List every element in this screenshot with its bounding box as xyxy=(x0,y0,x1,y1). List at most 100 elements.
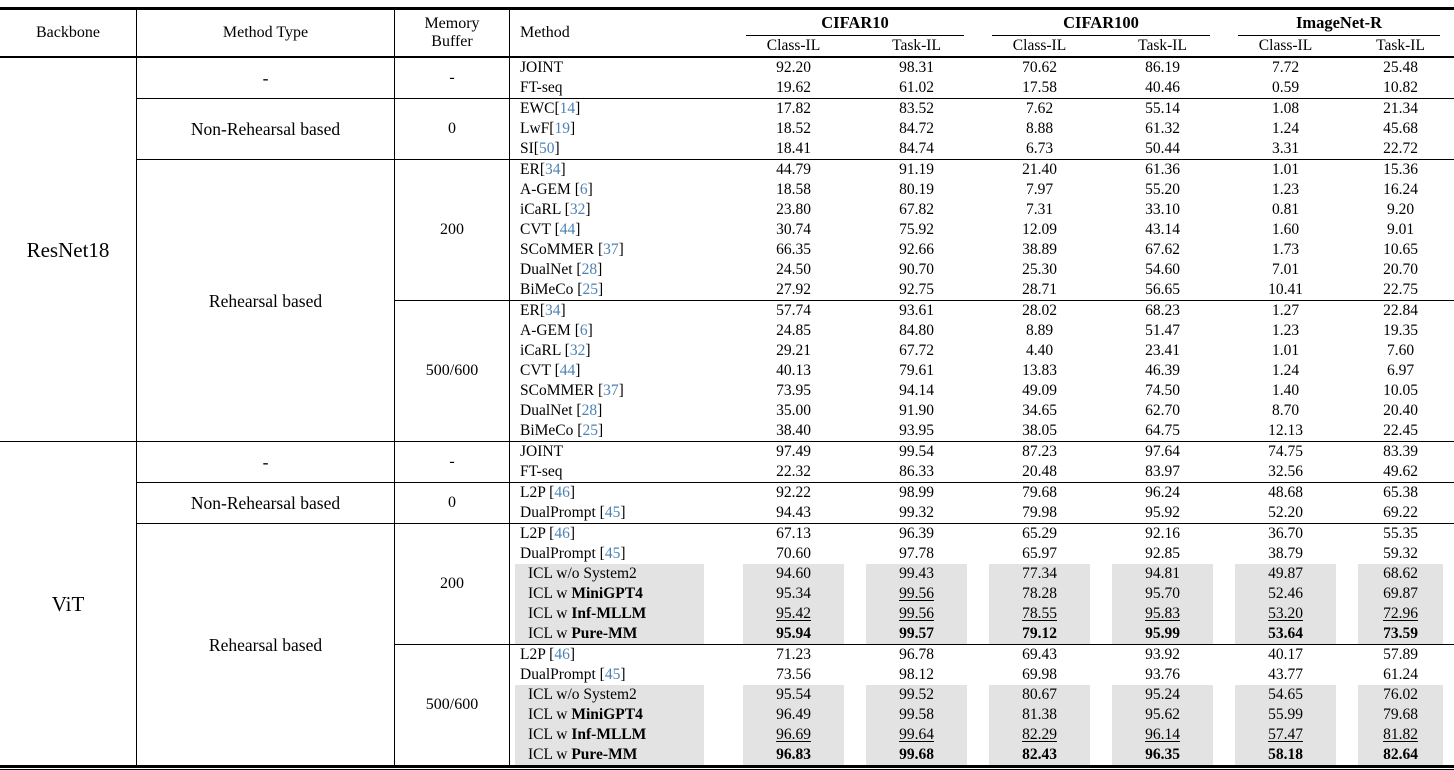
citation-link[interactable]: 34 xyxy=(544,302,561,319)
citation-link[interactable]: 44 xyxy=(559,362,576,379)
score-cell: 33.10 xyxy=(1101,200,1224,220)
citation-link[interactable]: 28 xyxy=(581,402,598,419)
citation-link[interactable]: 46 xyxy=(554,484,570,501)
method-cell: BiMeCo [25] xyxy=(510,280,732,300)
score-cell: 50.44 xyxy=(1101,139,1224,159)
score-value: 95.83 xyxy=(1145,605,1180,622)
score-cell: 77.34 xyxy=(978,564,1101,584)
score-value: 80.19 xyxy=(899,181,934,198)
score-value: 13.83 xyxy=(1022,362,1057,379)
table-row: A-GEM [6] 18.58 80.19 7.97 55.20 1.23 16.24 xyxy=(0,180,1454,200)
table-row: BiMeCo [25] 27.92 92.75 28.71 56.65 10.41 22.7… xyxy=(0,280,1454,300)
score-cell: 70.60 xyxy=(732,544,855,564)
citation-link[interactable]: 46 xyxy=(554,525,570,542)
citation-link[interactable]: 6 xyxy=(579,181,588,198)
score-value: 21.34 xyxy=(1383,100,1418,117)
citation-link[interactable]: 32 xyxy=(569,201,586,218)
score-cell: 96.78 xyxy=(855,644,978,665)
score-value: 65.38 xyxy=(1383,484,1418,501)
score-value: 10.82 xyxy=(1383,79,1418,96)
score-cell: 67.13 xyxy=(732,523,855,544)
score-cell: 83.52 xyxy=(855,98,978,119)
score-value: 8.88 xyxy=(1025,120,1054,137)
citation-link[interactable]: 37 xyxy=(603,382,619,399)
score-value: 16.24 xyxy=(1383,181,1418,198)
score-cell: 8.70 xyxy=(1224,401,1347,421)
citation-link[interactable]: 45 xyxy=(604,504,621,521)
score-cell: 1.60 xyxy=(1224,220,1347,240)
score-cell: 24.85 xyxy=(732,321,855,341)
score-value: 43.77 xyxy=(1268,666,1303,683)
table-row: A-GEM [6] 24.85 84.80 8.89 51.47 1.23 19.35 xyxy=(0,321,1454,341)
score-value: 99.52 xyxy=(899,686,934,703)
score-value: 51.47 xyxy=(1145,322,1180,339)
memory-buffer-cell: 200 xyxy=(395,159,510,300)
citation-link[interactable]: 45 xyxy=(604,545,621,562)
citation-link[interactable]: 34 xyxy=(544,161,561,178)
table-row: DualPrompt [45] 70.60 97.78 65.97 92.85 38.79… xyxy=(0,544,1454,564)
table-row: Rehearsal based 200 ER[34] 44.79 91.19 21.40 6… xyxy=(0,159,1454,441)
method-label: JOINT xyxy=(520,443,564,460)
citation-link[interactable]: 45 xyxy=(604,666,621,683)
table-header: Backbone Method Type Memory Buffer Metho… xyxy=(0,10,1454,58)
score-cell: 23.41 xyxy=(1101,341,1224,361)
method-label: L2P [46] xyxy=(520,525,575,542)
score-value: 34.65 xyxy=(1022,402,1057,419)
backbone-cell: ResNet18 xyxy=(0,58,137,441)
citation-link[interactable]: 19 xyxy=(554,120,570,137)
citation-link[interactable]: 37 xyxy=(603,241,619,258)
score-value: 70.60 xyxy=(776,545,811,562)
method-label: ER[34] xyxy=(520,302,566,319)
method-cell: FT-seq xyxy=(510,78,732,98)
score-cell: 92.85 xyxy=(1101,544,1224,564)
score-cell: 1.08 xyxy=(1224,98,1347,119)
score-value: 67.13 xyxy=(776,525,811,542)
score-cell: 18.52 xyxy=(732,119,855,139)
citation-link[interactable]: 44 xyxy=(559,221,576,238)
score-cell: 9.20 xyxy=(1347,200,1454,220)
score-cell: 30.74 xyxy=(732,220,855,240)
score-cell: 79.68 xyxy=(1347,705,1454,725)
score-cell: 27.92 xyxy=(732,280,855,300)
score-cell: 96.14 xyxy=(1101,725,1224,745)
score-cell: 34.65 xyxy=(978,401,1101,421)
score-value: 38.40 xyxy=(776,422,811,439)
score-cell: 84.72 xyxy=(855,119,978,139)
citation-link[interactable]: 46 xyxy=(554,646,570,663)
score-cell: 67.72 xyxy=(855,341,978,361)
score-value: 40.13 xyxy=(776,362,811,379)
score-cell: 49.87 xyxy=(1224,564,1347,584)
citation-link[interactable]: 28 xyxy=(581,261,598,278)
citation-link[interactable]: 6 xyxy=(579,322,588,339)
citation-link[interactable]: 25 xyxy=(582,281,598,298)
score-cell: 57.89 xyxy=(1347,644,1454,665)
score-cell: 43.14 xyxy=(1101,220,1224,240)
score-value: 10.41 xyxy=(1268,281,1303,298)
method-cell: L2P [46] xyxy=(510,644,732,665)
citation-link[interactable]: 25 xyxy=(582,422,598,439)
score-value: 96.39 xyxy=(899,525,934,542)
score-value: 92.20 xyxy=(776,59,811,76)
score-cell: 1.01 xyxy=(1224,159,1347,180)
score-cell: 7.60 xyxy=(1347,341,1454,361)
score-cell: 69.22 xyxy=(1347,503,1454,523)
score-cell: 54.60 xyxy=(1101,260,1224,280)
header-cifar100-class-il: Class-IL xyxy=(978,36,1101,58)
score-cell: 80.19 xyxy=(855,180,978,200)
score-value: 94.43 xyxy=(776,504,811,521)
score-value: 24.85 xyxy=(776,322,811,339)
score-cell: 40.46 xyxy=(1101,78,1224,98)
score-cell: 1.24 xyxy=(1224,361,1347,381)
score-value: 7.31 xyxy=(1025,201,1054,218)
citation-link[interactable]: 14 xyxy=(559,100,576,117)
citation-link[interactable]: 50 xyxy=(538,140,555,157)
score-value: 78.28 xyxy=(1022,585,1057,602)
header-method: Method xyxy=(510,10,732,58)
citation-link[interactable]: 32 xyxy=(569,342,586,359)
score-cell: 93.92 xyxy=(1101,644,1224,665)
score-cell: 46.39 xyxy=(1101,361,1224,381)
score-value: 1.24 xyxy=(1271,362,1300,379)
method-cell: ICL w Inf-MLLM xyxy=(510,725,732,745)
score-value: 91.90 xyxy=(899,402,934,419)
method-label: ICL w/o System2 xyxy=(528,565,637,582)
